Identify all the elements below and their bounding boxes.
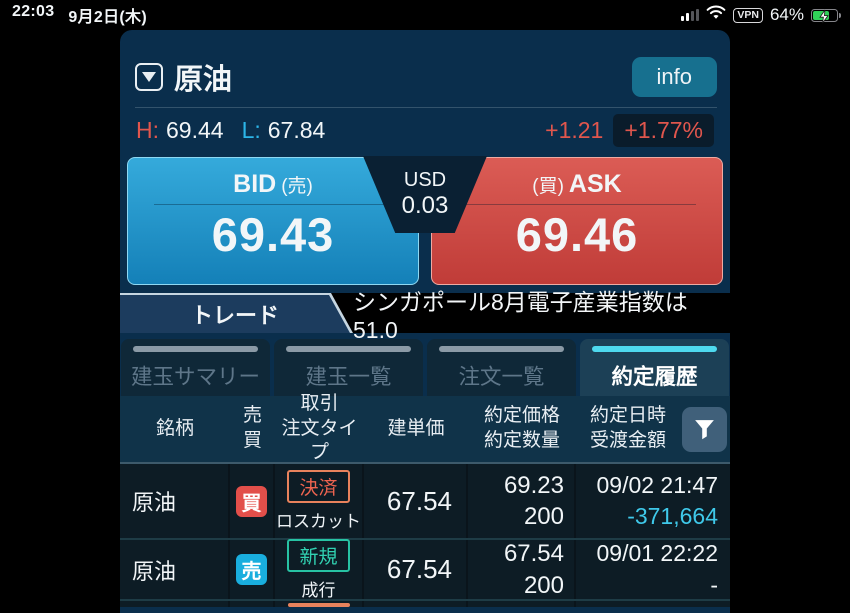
header-divider: [135, 107, 717, 108]
battery-percent: 64%: [769, 5, 804, 24]
cell-open-price: 67.54: [364, 464, 468, 538]
cell-symbol: 原油: [120, 540, 230, 599]
info-button[interactable]: info: [631, 57, 717, 97]
trading-panel: 原油 info H: 69.44 L: 67.84 +1.21 +1.77% B…: [120, 30, 730, 613]
funnel-icon: [695, 420, 714, 440]
cellular-signal-icon: [681, 9, 700, 21]
header-exec-price-qty: 約定価格 約定数量: [483, 405, 560, 451]
low-value: 67.84: [267, 116, 326, 143]
buy-badge: 買: [236, 485, 267, 517]
cell-open-price: 67.54: [364, 540, 468, 599]
spread-currency: USD: [403, 169, 447, 192]
tab-position-list[interactable]: 建玉一覧: [274, 339, 423, 396]
quote-area: BID (売) 69.43 (買) ASK 69.46 USD 0.03: [127, 156, 723, 285]
tab-order-list[interactable]: 注文一覧: [427, 339, 576, 396]
close-trade-badge-clipped: [287, 603, 350, 607]
tab-bar: 建玉サマリー 建玉一覧 注文一覧 約定履歴: [120, 339, 730, 396]
tab-indicator: [591, 346, 718, 352]
bid-price: 69.43: [211, 208, 335, 261]
instrument-dropdown-button[interactable]: [135, 63, 163, 91]
bid-button[interactable]: BID (売) 69.43: [127, 157, 419, 285]
bid-divider: [154, 204, 392, 205]
chevron-down-icon: [142, 72, 156, 82]
status-date: 9月2日(木): [68, 9, 147, 26]
header-open-price: 建単価: [387, 417, 445, 439]
wifi-icon: [706, 5, 726, 25]
status-time-date: 22:03 9月2日(木): [12, 3, 147, 27]
tab-indicator: [285, 346, 412, 352]
cell-side: 売: [230, 540, 275, 599]
news-ticker[interactable]: シンガポール8月電子産業指数は51.0: [353, 288, 688, 343]
ask-button[interactable]: (買) ASK 69.46: [431, 157, 723, 285]
bid-label: BID: [233, 169, 277, 198]
battery-charging-icon: [811, 8, 841, 23]
table-row-partial: [120, 601, 730, 607]
ask-label: ASK: [568, 169, 622, 198]
status-time: 22:03: [12, 3, 55, 20]
order-type-label: ロスカット: [276, 512, 361, 531]
price-stats-row: H: 69.44 L: 67.84 +1.21 +1.77%: [136, 113, 714, 147]
cell-side: 買: [230, 464, 275, 538]
open-trade-badge: 新規: [287, 538, 350, 572]
tab-indicator: [438, 346, 565, 352]
cell-datetime-amount: 09/01 22:22 -: [576, 540, 726, 599]
high-label: H:: [136, 116, 159, 143]
order-type-label: 成行: [301, 580, 336, 600]
amount-value: -: [710, 571, 718, 598]
high-value: 69.44: [166, 116, 224, 143]
change-percent-badge: +1.77%: [613, 113, 714, 147]
table-row[interactable]: 原油 買 決済 ロスカット 67.54 69.23 200 09/02 21:4…: [120, 464, 730, 540]
cell-exec-price-qty: 69.23 200: [468, 464, 576, 538]
change-value: +1.21: [545, 116, 604, 143]
cell-trade-type: 決済 ロスカット: [275, 464, 364, 538]
tab-execution-history[interactable]: 約定履歴: [580, 339, 729, 396]
filter-button[interactable]: [682, 407, 727, 452]
ask-divider: [458, 204, 696, 205]
table-header: 銘柄 売 買 取引 注文タイプ 建単価 約定価格 約定数量 約定日時 受渡金額: [120, 393, 730, 464]
header-symbol: 銘柄: [155, 417, 194, 439]
spread-value: 0.03: [401, 192, 449, 220]
instrument-header: 原油 info: [135, 56, 717, 98]
close-trade-badge: 決済: [287, 470, 350, 503]
amount-value: -371,664: [627, 503, 718, 529]
trade-tab[interactable]: トレード: [120, 293, 353, 333]
header-side: 売 買: [242, 405, 262, 451]
tab-position-summary[interactable]: 建玉サマリー: [121, 339, 270, 396]
low-label: L:: [241, 116, 261, 143]
header-trade-type: 取引 注文タイプ: [281, 392, 358, 464]
bid-sub-label: (売): [281, 175, 313, 197]
cell-trade-type: 新規 成行: [275, 538, 364, 600]
status-bar: 22:03 9月2日(木) VPN 64%: [0, 0, 850, 28]
ask-sub-label: (買): [532, 175, 564, 197]
instrument-title: 原油: [174, 64, 233, 96]
ask-price: 69.46: [515, 208, 639, 261]
vpn-badge: VPN: [733, 7, 763, 23]
header-datetime-amount: 約定日時 受渡金額: [589, 405, 666, 451]
sell-badge: 売: [236, 554, 267, 585]
cell-exec-price-qty: 67.54 200: [468, 540, 576, 599]
trade-ticker-row: トレード シンガポール8月電子産業指数は51.0: [120, 288, 730, 343]
cell-symbol: 原油: [120, 464, 230, 538]
trade-tab-label: トレード: [120, 295, 350, 333]
tab-indicator: [132, 346, 259, 352]
table-row[interactable]: 原油 売 新規 成行 67.54 67.54 200 09/01 22:22 -: [120, 538, 730, 601]
cell-datetime-amount: 09/02 21:47 -371,664: [576, 464, 726, 538]
